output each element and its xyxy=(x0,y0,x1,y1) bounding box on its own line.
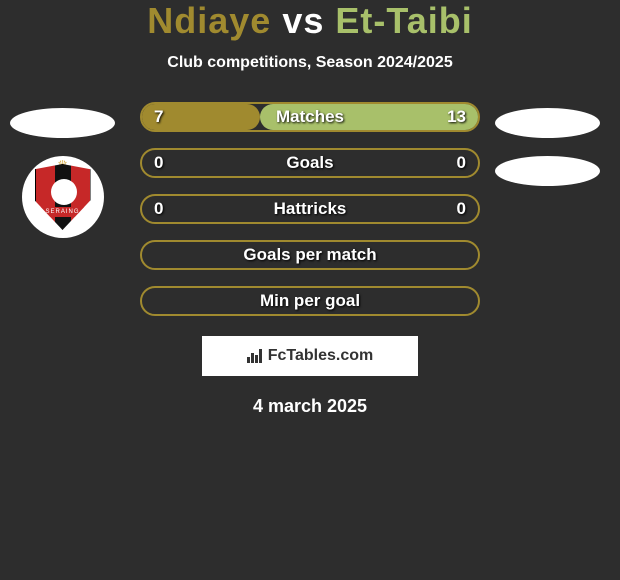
date-text: 4 march 2025 xyxy=(0,396,620,417)
attribution-badge[interactable]: FcTables.com xyxy=(202,336,418,376)
stats-bars: 7 13 Matches 0 0 Goals 0 0 Hattricks Goals per ma… xyxy=(140,102,480,316)
subtitle: Club competitions, Season 2024/2025 xyxy=(0,54,620,72)
stat-bar: Goals per match xyxy=(140,240,480,270)
stat-bar: 0 0 Hattricks xyxy=(140,194,480,224)
stat-value-left: 0 xyxy=(154,199,163,219)
stat-value-left: 0 xyxy=(154,153,163,173)
stat-label: Goals xyxy=(286,153,333,173)
player1-name: Ndiaye xyxy=(147,0,271,41)
stat-value-right: 13 xyxy=(447,107,466,127)
club-name-band: SERAING xyxy=(36,207,90,217)
stat-value-right: 0 xyxy=(457,153,466,173)
player2-photo-placeholder xyxy=(495,108,600,138)
shield-icon: ♞ SERAING xyxy=(35,164,91,230)
stat-bar: 7 13 Matches xyxy=(140,102,480,132)
stat-value-left: 7 xyxy=(154,107,163,127)
stat-label: Goals per match xyxy=(243,245,376,265)
right-side-column xyxy=(495,108,600,186)
stat-label: Hattricks xyxy=(274,199,347,219)
stat-bar: 0 0 Goals xyxy=(140,148,480,178)
player2-club-badge-placeholder xyxy=(495,156,600,186)
stat-bar: Min per goal xyxy=(140,286,480,316)
player2-name: Et-Taibi xyxy=(335,0,472,41)
player1-club-badge: ♛ ♞ SERAING xyxy=(22,156,104,238)
stat-value-right: 0 xyxy=(457,199,466,219)
page-title: Ndiaye vs Et-Taibi xyxy=(0,0,620,42)
bar-chart-icon xyxy=(247,349,262,363)
attribution-text: FcTables.com xyxy=(268,347,374,365)
lion-icon: ♞ xyxy=(51,179,77,205)
left-side-column: ♛ ♞ SERAING xyxy=(10,108,115,238)
vs-text: vs xyxy=(282,0,324,41)
stat-label: Matches xyxy=(276,107,344,127)
player1-photo-placeholder xyxy=(10,108,115,138)
stat-label: Min per goal xyxy=(260,291,360,311)
